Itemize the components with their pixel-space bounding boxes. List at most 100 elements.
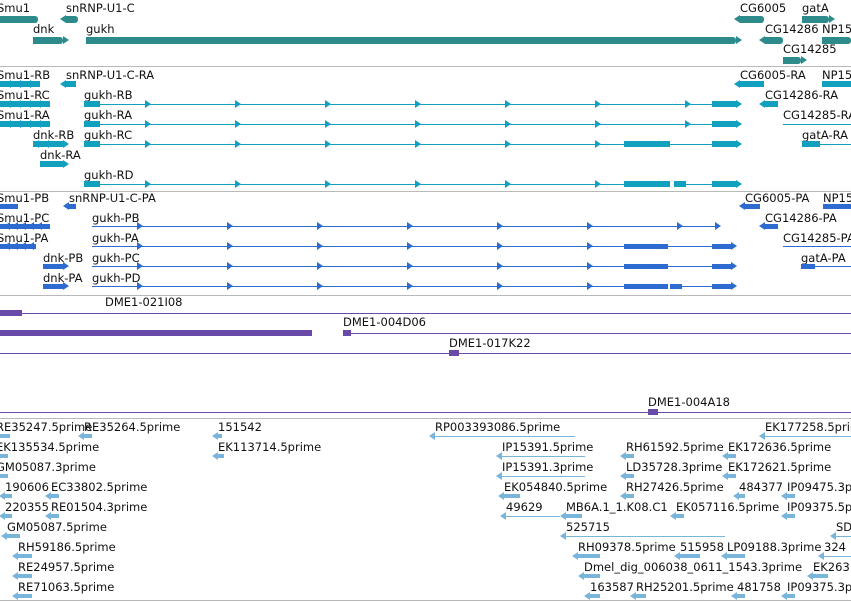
feature-label[interactable]: EK054840.5prime [504, 480, 608, 494]
feature-block[interactable] [18, 554, 32, 558]
feature-label[interactable]: CG14286-RA [765, 88, 839, 102]
feature-intron-line[interactable] [686, 184, 712, 185]
feature-label[interactable]: 525715 [566, 520, 610, 534]
feature-label[interactable]: RH61592.5prime [626, 440, 724, 454]
feature-intron-line[interactable] [836, 536, 851, 537]
feature-intron-line[interactable] [502, 476, 585, 477]
feature-block[interactable] [7, 534, 20, 538]
feature-block[interactable] [765, 37, 783, 44]
feature-block[interactable] [712, 264, 731, 269]
feature-block[interactable] [624, 284, 668, 289]
feature-intron-line[interactable] [92, 266, 624, 267]
feature-label[interactable]: NP15.6 [822, 22, 851, 36]
feature-label[interactable]: LD35728.3prime [626, 460, 723, 474]
feature-intron-line[interactable] [566, 536, 725, 537]
feature-block[interactable] [43, 264, 63, 269]
feature-intron-line[interactable] [765, 436, 851, 437]
feature-block[interactable] [674, 181, 686, 187]
feature-block[interactable] [66, 81, 76, 87]
feature-block[interactable] [0, 474, 8, 478]
feature-label[interactable]: gukh-PD [92, 271, 141, 285]
feature-block[interactable] [737, 594, 745, 598]
feature-label[interactable]: CG14285-RA [783, 108, 851, 122]
feature-block[interactable] [84, 101, 100, 107]
feature-intron-line[interactable] [351, 333, 851, 334]
feature-block[interactable] [624, 141, 670, 147]
feature-label[interactable]: Smu1-RC [0, 88, 50, 102]
feature-label[interactable]: 163587 [590, 580, 634, 594]
feature-block[interactable] [813, 574, 828, 578]
feature-label[interactable]: Smu1-RB [0, 68, 51, 82]
feature-label[interactable]: 484377 [739, 480, 783, 494]
feature-block[interactable] [739, 494, 745, 498]
feature-label[interactable]: RP003393086.5prime [435, 420, 561, 434]
feature-block[interactable] [822, 81, 851, 87]
feature-block[interactable] [712, 141, 736, 147]
feature-label[interactable]: dnk-RB [33, 128, 75, 142]
feature-block[interactable] [5, 494, 12, 498]
feature-block[interactable] [712, 101, 736, 107]
feature-label[interactable]: RE35264.5prime [84, 420, 181, 434]
feature-block[interactable] [0, 310, 22, 316]
feature-block[interactable] [624, 264, 668, 269]
feature-label[interactable]: DME1-017K22 [449, 336, 531, 350]
feature-block[interactable] [18, 594, 32, 598]
feature-label[interactable]: CG14285-PA [783, 231, 851, 245]
feature-intron-line[interactable] [668, 266, 712, 267]
feature-label[interactable]: EK057116.5prime [676, 500, 780, 514]
feature-label[interactable]: CG14286-PA [765, 211, 837, 225]
feature-label[interactable]: 481758 [737, 580, 781, 594]
feature-intron-line[interactable] [435, 436, 575, 437]
feature-block[interactable] [69, 204, 76, 209]
feature-intron-line[interactable] [0, 412, 851, 413]
feature-label[interactable]: EK177258.5prime [765, 420, 851, 434]
feature-intron-line[interactable] [92, 286, 624, 287]
feature-block[interactable] [84, 434, 92, 438]
feature-label[interactable]: CG14286 [765, 22, 819, 36]
feature-block[interactable] [787, 494, 795, 498]
feature-label[interactable]: RE24957.5prime [18, 560, 115, 574]
feature-block[interactable] [504, 494, 520, 498]
feature-intron-line[interactable] [100, 124, 712, 125]
feature-label[interactable]: snRNP-U1-C-RA [66, 68, 155, 82]
feature-label[interactable]: IP09475.3prime [787, 480, 851, 494]
feature-block[interactable] [0, 454, 8, 458]
feature-intron-line[interactable] [670, 144, 712, 145]
feature-block[interactable] [66, 16, 78, 23]
feature-block[interactable] [0, 204, 18, 209]
feature-intron-line[interactable] [506, 516, 560, 517]
feature-block[interactable] [801, 264, 815, 269]
feature-label[interactable]: gukh-RC [84, 128, 133, 142]
feature-block[interactable] [712, 121, 736, 127]
feature-label[interactable]: 515958 [680, 540, 724, 554]
feature-label[interactable]: CG14285 [783, 42, 837, 56]
feature-block[interactable] [5, 514, 12, 518]
feature-label[interactable]: Smu1-PA [0, 231, 49, 245]
feature-label[interactable]: Dmel_dig_006038_0611_1543.3prime [584, 560, 803, 574]
feature-label[interactable]: gukh [86, 22, 115, 36]
feature-block[interactable] [822, 37, 851, 44]
feature-label[interactable]: Smu1-PC [0, 211, 50, 225]
feature-label[interactable]: 190606 [5, 480, 49, 494]
feature-intron-line[interactable] [100, 184, 624, 185]
feature-block[interactable] [765, 224, 778, 229]
feature-label[interactable]: SD [836, 520, 851, 534]
feature-block[interactable] [740, 16, 764, 23]
feature-label[interactable]: RE35247.5prime [0, 420, 93, 434]
feature-block[interactable] [84, 121, 100, 127]
feature-label[interactable]: NP15.6-PA [823, 192, 851, 205]
feature-block[interactable] [40, 161, 63, 167]
feature-label[interactable]: IP09375.3prime [787, 580, 851, 594]
feature-label[interactable]: DME1-004D06 [343, 315, 426, 329]
feature-intron-line[interactable] [783, 246, 851, 247]
feature-label[interactable]: dnk-PA [43, 271, 83, 285]
feature-intron-line[interactable] [22, 313, 851, 314]
feature-block[interactable] [680, 554, 700, 558]
feature-block[interactable] [712, 284, 731, 289]
feature-label[interactable]: gukh-PA [92, 231, 139, 245]
feature-block[interactable] [648, 409, 658, 415]
feature-block[interactable] [18, 574, 32, 578]
feature-intron-line[interactable] [783, 124, 851, 125]
feature-block[interactable] [636, 594, 646, 598]
feature-block[interactable] [823, 204, 851, 209]
